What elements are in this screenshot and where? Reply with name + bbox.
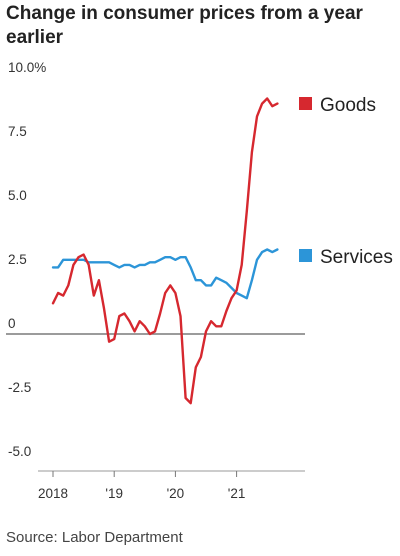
series-line-goods [51, 97, 279, 405]
axes [6, 333, 305, 472]
x-tick-label: '19 [105, 486, 123, 501]
legend-swatch-goods [299, 97, 312, 110]
y-tick-label: 5.0 [8, 188, 27, 203]
legend-swatch-services [299, 249, 312, 262]
x-axis-ticks: 2018 '19 '20 '21 [38, 471, 245, 501]
source-note: Source: Labor Department [6, 529, 183, 546]
series-lines [51, 97, 279, 405]
legend: Goods Services [299, 95, 393, 268]
chart-title: Change in consumer prices from a year ea… [6, 3, 363, 48]
series-line-services [51, 248, 279, 300]
y-tick-label: 7.5 [8, 124, 27, 139]
x-tick-label: '20 [167, 486, 185, 501]
legend-label-goods: Goods [320, 95, 376, 116]
y-axis-ticks: 10.0% 7.5 5.0 2.5 0 -2.5 -5.0 [8, 60, 46, 459]
x-tick-label: 2018 [38, 486, 68, 501]
y-tick-label: 10.0% [8, 60, 46, 75]
legend-label-services: Services [320, 247, 393, 268]
x-tick-label: '21 [228, 486, 246, 501]
y-tick-label: -2.5 [8, 380, 31, 395]
y-tick-label: 2.5 [8, 252, 27, 267]
y-tick-label: 0 [8, 316, 16, 331]
y-tick-label: -5.0 [8, 444, 31, 459]
